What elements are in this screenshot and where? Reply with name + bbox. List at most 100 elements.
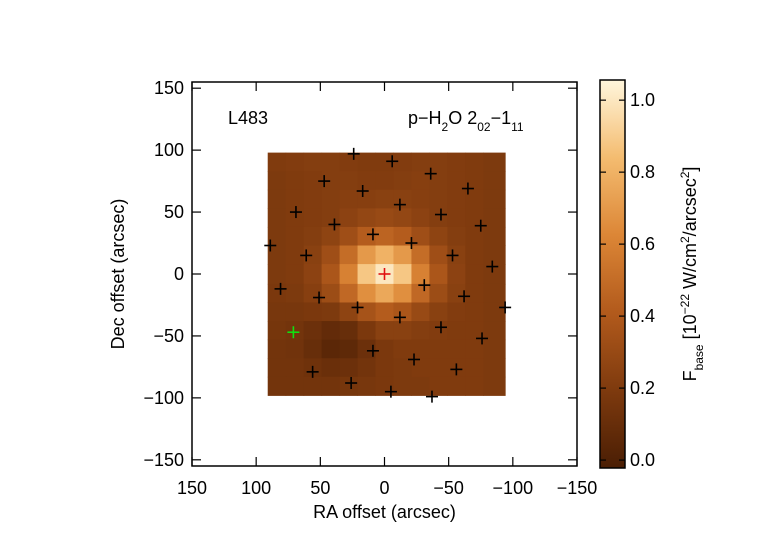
plot-layer: 150 100 50 0 −50 −100 −150 −150 −100 −50 0 50 100 150… [108,78,706,522]
heatmap-cell [339,208,359,228]
heatmap-cell [285,376,305,396]
cross-marker [418,279,431,292]
heatmap-cell [429,226,448,247]
colorbar-tick-label: 1.0 [630,90,655,110]
label-part: ] [680,167,700,172]
heatmap-cell [285,226,305,247]
line-label: p−H2O 202−111 [408,108,524,134]
heatmap-cell [483,245,506,265]
heatmap-cell [321,321,341,341]
heatmap-cell [465,321,484,341]
heatmap-cell [339,189,359,209]
heatmap-cell [393,264,412,285]
heatmap-cell [285,171,305,191]
heatmap-cell [393,321,412,341]
heatmap-cell [393,152,412,172]
x-tick-label: 50 [310,478,330,498]
heatmap-cell [483,339,506,359]
heatmap-cell [285,283,305,303]
heatmap-cell [357,171,377,191]
heatmap-cell [393,358,412,378]
cross-marker [425,390,438,403]
cross-marker [306,365,319,378]
heatmap-cell [285,208,305,228]
heatmap-cell [411,358,430,378]
cross-marker [318,175,331,188]
heatmap-cell [285,358,305,378]
heatmap-cell [339,321,359,341]
heatmap-cell [447,189,466,209]
label-part: 2 [442,120,449,134]
heatmap-cell [285,152,305,172]
heatmap-cell [375,152,394,172]
heatmap-cell [303,226,323,247]
cross-marker [264,239,277,252]
cross-marker [486,260,499,273]
colorbar-tick-label: 0.6 [630,234,655,254]
heatmap-cell [447,208,466,228]
heatmap-cell [483,171,506,191]
cross-marker [474,219,487,232]
heatmap-cell [357,358,377,378]
heatmap-cell [429,283,448,303]
cross-marker [424,167,437,180]
heatmap-cell [411,302,430,322]
heatmap-cell [411,245,430,265]
label-part: F [680,370,700,381]
heatmap-cell [375,245,394,265]
heatmap-cell [429,302,448,322]
heatmap-cell [267,302,287,322]
label-part: −22 [678,294,692,315]
cross-marker [499,301,512,314]
label-part: 2 [678,171,692,178]
heatmap-cell [339,245,359,265]
heatmap-cell [465,358,484,378]
heatmap-cell [267,264,287,285]
heatmap-cell [429,264,448,285]
cross-marker [287,326,300,339]
heatmap-cell [285,189,305,209]
heatmap-cell [339,171,359,191]
heatmap-cell [447,376,466,396]
heatmap-cell [267,283,287,303]
heatmap-cell [285,245,305,265]
heatmap-cell [321,264,341,285]
colorbar-tick-label: 0.4 [630,306,655,326]
heatmap-cell [447,321,466,341]
label-part: O 2 [448,108,477,128]
x-tick-label: −150 [557,478,598,498]
heatmap-cell [483,152,506,172]
heatmap-cell [357,339,377,359]
heatmap-cell [285,321,305,341]
cross-marker [274,282,287,295]
heatmap-cell [411,171,430,191]
heatmap-cell [303,189,323,209]
heatmap-cell [375,321,394,341]
heatmap-cell [321,283,341,303]
heatmap-cell [429,189,448,209]
heatmap-cell [411,283,430,303]
label-part: 2 [678,236,692,243]
y-tick-label: 150 [154,78,184,98]
x-tick-label: −100 [493,478,534,498]
cross-marker [378,268,391,280]
heatmap-cell [429,358,448,378]
heatmap-cell [375,226,394,247]
cross-marker [366,228,379,241]
heatmap-cell [483,264,506,285]
heatmap-cell [483,283,506,303]
heatmap-cell [465,189,484,209]
heatmap-cell [267,321,287,341]
heatmap-cell [465,339,484,359]
heatmap-cell [267,226,287,247]
heatmap-cell [357,283,377,303]
heatmap-cell [375,208,394,228]
heatmap-cell [465,171,484,191]
cross-marker [476,332,489,345]
heatmap-cell [339,283,359,303]
x-tick-label: 0 [379,478,389,498]
heatmap-cell [483,376,506,396]
label-part: /arcsec [680,178,700,236]
x-tick-label: 150 [177,478,207,498]
